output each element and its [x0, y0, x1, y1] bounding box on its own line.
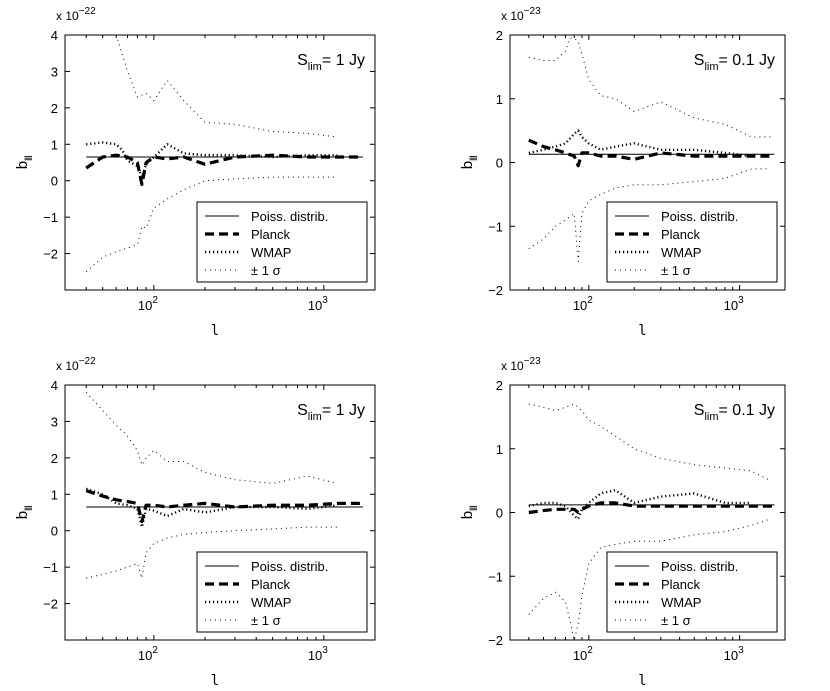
legend-label: WMAP [661, 595, 701, 610]
legend-label: Planck [661, 227, 701, 242]
legend: Poiss. distrib. Planck WMAP ± 1 σ [606, 201, 778, 283]
axis-multiplier: x 10−23 [501, 356, 541, 373]
y-tick-label: −2 [488, 283, 503, 298]
legend-label: ± 1 σ [251, 263, 281, 278]
legend-label: Planck [251, 227, 291, 242]
series-line-sparse-dot [85, 391, 338, 484]
y-axis-label: blll [459, 155, 480, 169]
y-tick-label: 1 [51, 137, 58, 152]
x-tick-label: 102 [138, 295, 158, 313]
legend: Poiss. distrib. Planck WMAP ± 1 σ [606, 551, 778, 633]
x-tick-label: 103 [308, 645, 328, 663]
axis-multiplier: x 10−22 [56, 6, 96, 23]
series-line-sparse-dot [115, 35, 338, 138]
y-tick-label: −2 [43, 597, 58, 612]
series-line-dashed [528, 138, 775, 168]
y-tick-label: 1 [496, 92, 503, 107]
y-tick-label: −2 [488, 633, 503, 648]
y-tick-label: 3 [51, 414, 58, 429]
x-axis-label: l [211, 323, 219, 339]
x-axis-label: l [638, 323, 646, 339]
x-tick-label: 102 [138, 645, 158, 663]
legend-label: ± 1 σ [251, 613, 281, 628]
series-group [528, 37, 775, 262]
x-axis-label: l [638, 673, 646, 689]
legend: Poiss. distrib. Planck WMAP ± 1 σ [196, 551, 368, 633]
legend-label: Poiss. distrib. [661, 209, 738, 224]
legend-label: Planck [661, 577, 701, 592]
y-tick-label: 0 [496, 156, 503, 171]
series-line-dashed [85, 489, 363, 524]
legend-box [196, 551, 368, 633]
series-group [85, 391, 363, 579]
panel-annotation: Slim= 0.1 Jy [694, 402, 775, 423]
series-line-sparse-dot [528, 403, 771, 482]
y-tick-label: 2 [496, 378, 503, 393]
chart-panel-bottom-right: −2 −1 0 1 2 102 103 l blll x 10−23 Slim= 0.1 Jy Poi… [459, 356, 786, 689]
series-line-dashed [528, 501, 775, 515]
x-tick-label: 103 [308, 295, 328, 313]
series-line-dotted [85, 487, 338, 529]
y-tick-label: 2 [496, 28, 503, 43]
series-line-dotted [86, 141, 338, 179]
chart-panel-top-left: −2 −1 0 1 2 3 4 102 103 l blll x 10−22 Slim= 1 Jy Poi… [14, 6, 376, 339]
y-tick-label: 1 [496, 442, 503, 457]
y-axis-label: blll [14, 505, 35, 519]
y-tick-label: 0 [51, 524, 58, 539]
plot-frame [64, 34, 376, 291]
y-tick-label: −1 [488, 219, 503, 234]
y-axis-label: blll [459, 505, 480, 519]
series-line-sparse-dot [528, 168, 771, 262]
series-line-sparse-dot [85, 176, 338, 273]
legend-box [606, 551, 778, 633]
series-group [85, 35, 363, 273]
legend-label: WMAP [251, 245, 291, 260]
y-axis-label: blll [14, 155, 35, 169]
legend-box [196, 201, 368, 283]
x-tick-label: 102 [573, 645, 593, 663]
legend-label: ± 1 σ [661, 613, 691, 628]
y-tick-label: 0 [496, 506, 503, 521]
plot-frame [64, 384, 376, 641]
y-tick-label: −1 [43, 560, 58, 575]
y-tick-label: −2 [43, 247, 58, 262]
legend-box [606, 201, 778, 283]
y-tick-label: −1 [43, 210, 58, 225]
series-line-dashed [85, 153, 363, 186]
x-tick-label: 103 [724, 295, 744, 313]
x-tick-label: 102 [573, 295, 593, 313]
y-tick-label: −1 [488, 569, 503, 584]
series-group [528, 403, 775, 640]
legend-label: Poiss. distrib. [251, 559, 328, 574]
x-tick-label: 103 [724, 645, 744, 663]
y-tick-label: 2 [51, 451, 58, 466]
y-tick-label: 0 [51, 174, 58, 189]
legend-label: Planck [251, 577, 291, 592]
y-tick-label: 4 [51, 28, 58, 43]
y-tick-label: 4 [51, 378, 58, 393]
axis-multiplier: x 10−22 [56, 356, 96, 373]
y-tick-label: 1 [51, 487, 58, 502]
chart-panel-bottom-left: −2 −1 0 1 2 3 4 102 103 l blll x 10−22 Slim= 1 Jy Poi… [14, 356, 376, 689]
chart-panel-top-right: −2 −1 0 1 2 102 103 l blll x 10−23 Slim= 0.1 Jy Poi… [459, 6, 786, 339]
legend-label: Poiss. distrib. [251, 209, 328, 224]
series-line-dotted [528, 129, 752, 158]
y-tick-label: 3 [51, 64, 58, 79]
legend-label: Poiss. distrib. [661, 559, 738, 574]
legend-label: ± 1 σ [661, 263, 691, 278]
y-tick-label: 2 [51, 101, 58, 116]
panel-annotation: Slim= 0.1 Jy [694, 52, 775, 73]
legend-label: WMAP [661, 245, 701, 260]
panel-annotation: Slim= 1 Jy [297, 52, 365, 73]
legend-label: WMAP [251, 595, 291, 610]
panel-annotation: Slim= 1 Jy [297, 402, 365, 423]
axis-multiplier: x 10−23 [501, 6, 541, 23]
x-axis-label: l [211, 673, 219, 689]
legend: Poiss. distrib. Planck WMAP ± 1 σ [196, 201, 368, 283]
